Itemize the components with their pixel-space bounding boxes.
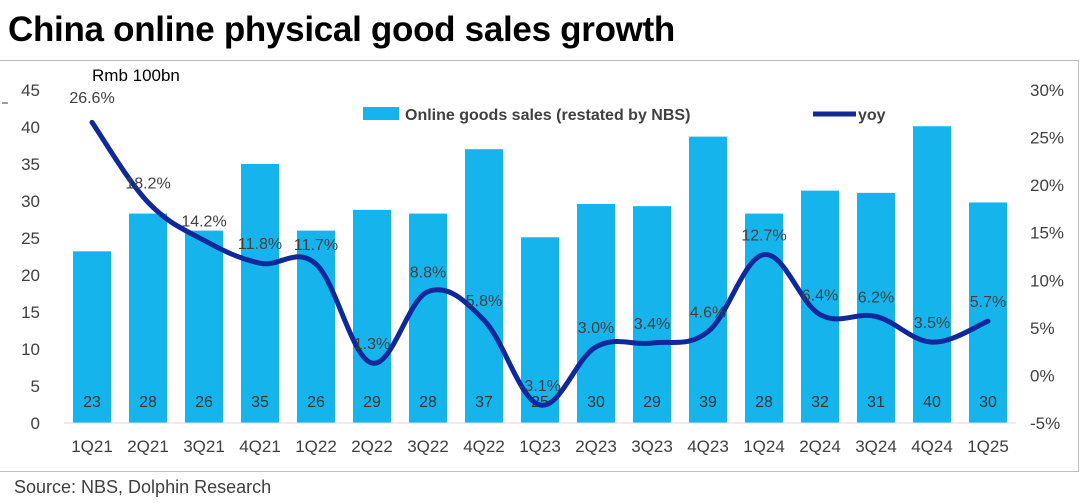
left-tick-40: 40 [21, 118, 40, 137]
left-axis-unit-label: Rmb 100bn [92, 66, 180, 85]
left-tick-10: 10 [21, 340, 40, 359]
bar-label-4Q22: 37 [475, 394, 493, 411]
right-axis: -5% 0% 5% 10% 15% 20% 25% 30% [1030, 81, 1064, 433]
bar-2Q23 [577, 203, 615, 423]
right-tick-15%: 15% [1030, 224, 1064, 243]
bar-1Q25 [969, 202, 1007, 423]
bar-3Q24 [857, 192, 895, 423]
bar-label-4Q23: 39 [699, 394, 717, 411]
right-tick-25%: 25% [1030, 129, 1064, 148]
x-tick-3Q23: 3Q23 [631, 437, 673, 456]
yoy-label-3Q21: 14.2% [181, 213, 226, 230]
bar-label-3Q23: 29 [643, 394, 661, 411]
bar-4Q21 [241, 164, 279, 423]
x-tick-1Q23: 1Q23 [519, 437, 561, 456]
x-tick-2Q24: 2Q24 [799, 437, 841, 456]
x-tick-1Q25: 1Q25 [967, 437, 1009, 456]
x-tick-4Q22: 4Q22 [463, 437, 505, 456]
yoy-label-4Q21: 11.8% [238, 236, 282, 253]
bar-label-3Q24: 31 [867, 394, 885, 411]
x-tick-3Q21: 3Q21 [183, 437, 225, 456]
x-tick-4Q21: 4Q21 [239, 437, 281, 456]
legend-bar-label: Online goods sales (restated by NBS) [405, 107, 690, 124]
left-tick-35: 35 [21, 155, 40, 174]
x-tick-1Q22: 1Q22 [295, 437, 337, 456]
yoy-label-3Q23: 3.4% [634, 316, 670, 333]
right-tick-20%: 20% [1030, 176, 1064, 195]
x-tick-4Q24: 4Q24 [911, 437, 953, 456]
yoy-label-1Q24: 12.7% [741, 228, 786, 245]
bar-label-4Q21: 35 [251, 394, 269, 411]
bar-label-1Q22: 26 [307, 394, 325, 411]
bar-3Q23 [633, 206, 671, 423]
bar-1Q21 [73, 251, 111, 423]
yoy-label-4Q23: 4.6% [690, 305, 726, 322]
yoy-label-2Q24: 6.4% [802, 288, 838, 305]
left-tick-5: 5 [31, 377, 40, 396]
left-tick-15: 15 [21, 303, 40, 322]
x-tick-1Q21: 1Q21 [71, 437, 113, 456]
left-tick-20: 20 [21, 266, 40, 285]
right-tick--5%: -5% [1030, 414, 1060, 433]
yoy-label-2Q22: 1.3% [354, 336, 390, 353]
chart-frame [0, 60, 1079, 472]
yoy-line [89, 119, 991, 408]
bar-value-labels: 23 28 26 35 26 29 28 37 25 30 29 39 28 32 31 40 30 [83, 394, 997, 411]
bar-label-3Q21: 26 [195, 394, 213, 411]
yoy-label-4Q24: 3.5% [914, 315, 950, 332]
bar-label-2Q23: 30 [587, 394, 605, 411]
bar-label-1Q24: 28 [755, 394, 773, 411]
x-tick-2Q23: 2Q23 [575, 437, 617, 456]
legend-bar-swatch [363, 107, 399, 120]
bar-2Q22 [353, 209, 391, 423]
x-tick-2Q22: 2Q22 [351, 437, 393, 456]
bar-series [73, 126, 1007, 423]
x-axis: 1Q21 2Q21 3Q21 4Q21 1Q22 2Q22 3Q22 4Q22 1Q23 2Q23… [64, 422, 1016, 456]
x-tick-2Q21: 2Q21 [127, 437, 169, 456]
bar-2Q21 [129, 213, 167, 423]
yoy-label-1Q21: 26.6% [69, 90, 114, 107]
yoy-label-2Q21: 18.2% [125, 175, 170, 192]
yoy-label-2Q23: 3.0% [578, 320, 614, 337]
bar-3Q21 [185, 230, 223, 423]
bar-label-1Q21: 23 [83, 394, 101, 411]
legend: Online goods sales (restated by NBS) yoy [363, 107, 886, 124]
bar-1Q24 [745, 213, 783, 423]
yoy-label-1Q25: 5.7% [970, 294, 1006, 311]
chart-title: China online physical good sales growth [8, 10, 676, 49]
source-note: Source: NBS, Dolphin Research [14, 477, 272, 497]
yoy-label-3Q22: 8.8% [410, 265, 446, 282]
bar-label-2Q22: 29 [363, 394, 381, 411]
bar-label-1Q25: 30 [979, 394, 997, 411]
yoy-label-1Q22: 11.7% [294, 237, 338, 254]
bar-4Q24 [913, 126, 951, 423]
bar-label-2Q24: 32 [811, 394, 829, 411]
x-tick-3Q24: 3Q24 [855, 437, 897, 456]
left-tick-30: 30 [21, 192, 40, 211]
x-tick-1Q24: 1Q24 [743, 437, 785, 456]
bar-4Q23 [689, 136, 727, 423]
right-tick-10%: 10% [1030, 271, 1064, 290]
bar-label-2Q21: 28 [139, 394, 157, 411]
bar-label-3Q22: 28 [419, 394, 437, 411]
bar-2Q24 [801, 190, 839, 423]
left-tick-25: 25 [21, 229, 40, 248]
left-tick-0: 0 [31, 414, 40, 433]
bar-4Q22 [465, 149, 503, 423]
legend-line-label: yoy [858, 107, 886, 124]
left-tick-45: 45 [21, 81, 40, 100]
yoy-label-4Q22: 5.8% [466, 293, 502, 310]
yoy-value-labels: 26.6% 18.2% 14.2% 11.8% 11.7% 1.3% 8.8% 5.8% -3.… [69, 90, 1006, 395]
bar-label-4Q24: 40 [923, 394, 941, 411]
yoy-label-1Q23: -3.1% [519, 378, 561, 395]
x-tick-4Q23: 4Q23 [687, 437, 729, 456]
x-tick-3Q22: 3Q22 [407, 437, 449, 456]
right-tick-0%: 0% [1030, 366, 1055, 385]
left-axis: 0 5 10 15 20 25 30 35 40 45 [2, 81, 40, 433]
right-tick-5%: 5% [1030, 319, 1055, 338]
bar-3Q22 [409, 213, 447, 423]
yoy-label-3Q24: 6.2% [858, 289, 894, 306]
right-tick-30%: 30% [1030, 81, 1064, 100]
